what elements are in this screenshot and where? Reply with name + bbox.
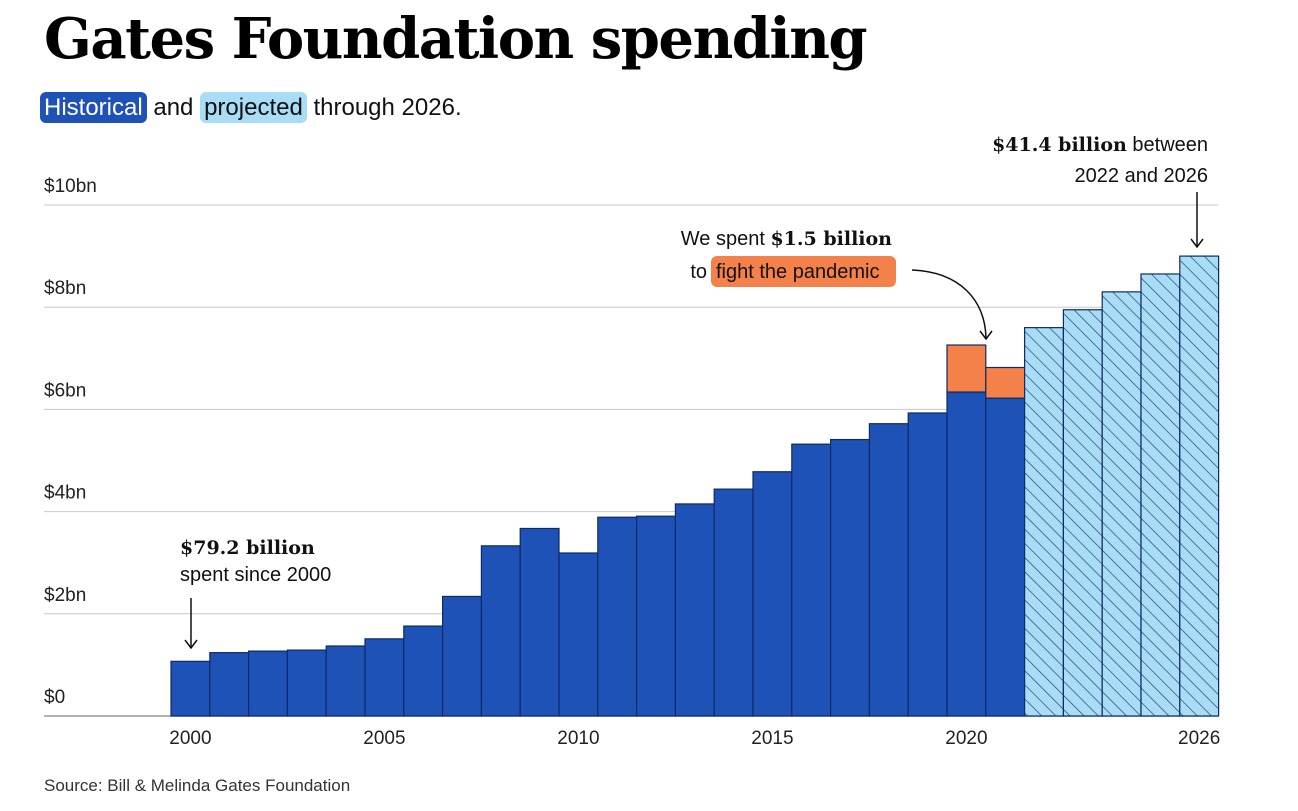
bar-historical <box>364 638 405 717</box>
bar-historical <box>829 438 870 717</box>
bar-pandemic <box>946 344 987 393</box>
x-axis-ticks: 2000 2005 2010 2015 2020 2026 <box>169 728 1220 749</box>
annotation-projected-value: $41.4 billion <box>992 134 1127 156</box>
bar-historical <box>907 412 948 717</box>
bar-historical <box>248 650 289 717</box>
subtitle-rest: through 2026. <box>306 94 462 121</box>
annotation-pandemic-line1: We spent $1.5 billion <box>681 228 892 250</box>
annotation-since2000-text: spent since 2000 <box>180 564 331 586</box>
y-tick-label: $10bn <box>44 176 97 197</box>
x-tick-label: 2000 <box>169 728 211 749</box>
bar-historical <box>946 391 987 717</box>
bar-historical <box>985 397 1026 717</box>
x-tick-label: 2020 <box>945 728 987 749</box>
annotation-pandemic-to: to <box>690 261 707 283</box>
y-tick-label: $2bn <box>44 585 86 606</box>
bar-historical <box>635 515 676 717</box>
bar-projected <box>1101 291 1142 717</box>
bar-historical <box>209 652 250 717</box>
annotation-projected-line2: 2022 and 2026 <box>1075 165 1208 187</box>
bar-historical <box>286 649 327 717</box>
bar-historical <box>868 423 909 717</box>
arrow-since2000 <box>184 598 198 650</box>
annotation-pandemic-highlight: fight the pandemic <box>716 261 879 283</box>
bar-projected <box>1062 309 1103 717</box>
legend-historical-highlight: Historical <box>40 92 147 123</box>
chart-subtitle: Historical and projected through 2026. <box>40 92 462 123</box>
bar-historical <box>442 595 483 717</box>
bar-historical <box>752 471 793 717</box>
bar-historical <box>519 527 560 717</box>
annotation-pandemic-value: $1.5 billion <box>770 228 892 250</box>
bar-historical <box>597 516 638 717</box>
subtitle-and: and <box>146 94 201 121</box>
bar-projected <box>1140 273 1181 717</box>
bar-historical <box>170 660 211 717</box>
bar-historical <box>713 488 754 717</box>
y-axis-ticks: $0 $2bn $4bn $6bn $8bn $10bn <box>44 176 97 708</box>
x-tick-label: 2010 <box>557 728 599 749</box>
x-tick-label: 2026 <box>1178 728 1220 749</box>
source-note: Source: Bill & Melinda Gates Foundation <box>44 776 351 795</box>
arrow-projected <box>1190 192 1204 249</box>
bar-historical <box>325 645 366 717</box>
y-tick-label: $0 <box>44 687 65 708</box>
bar-historical <box>791 443 832 717</box>
bar-pandemic <box>985 366 1026 399</box>
y-tick-label: $8bn <box>44 278 86 299</box>
bars <box>170 255 1220 717</box>
annotation-projected-line1: $41.4 billion between <box>992 134 1208 156</box>
annotation-since2000-value: $79.2 billion <box>180 537 315 559</box>
bar-historical <box>674 503 715 717</box>
x-tick-label: 2005 <box>363 728 405 749</box>
arrow-pandemic <box>911 269 993 341</box>
annotation-pandemic-pre: We spent <box>681 228 771 250</box>
bar-historical <box>558 552 599 717</box>
annotation-projected-text1: between <box>1127 134 1208 156</box>
y-tick-label: $4bn <box>44 483 86 504</box>
bar-historical <box>403 625 444 717</box>
bar-projected <box>1179 255 1220 717</box>
y-tick-label: $6bn <box>44 380 86 401</box>
x-tick-label: 2015 <box>751 728 793 749</box>
legend-projected-highlight: projected <box>200 92 307 123</box>
annotations: $79.2 billion spent since 2000 We spent … <box>180 134 1208 650</box>
bar-historical <box>480 545 521 717</box>
bar-projected <box>1023 327 1064 717</box>
pandemic-highlight-box <box>711 256 896 287</box>
chart-title: Gates Foundation spending <box>44 6 868 72</box>
